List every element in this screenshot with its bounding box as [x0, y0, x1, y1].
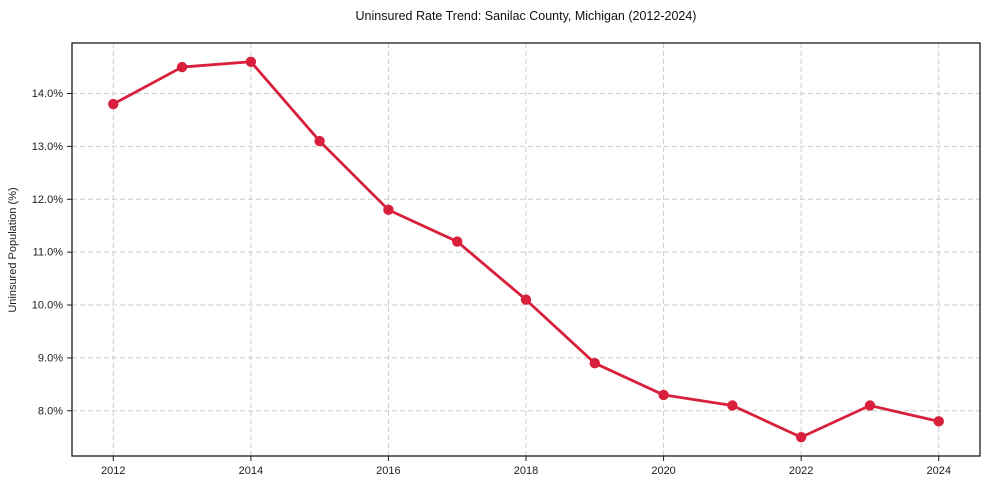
x-tick-label: 2018	[514, 465, 538, 477]
x-tick-label: 2016	[376, 465, 400, 477]
x-tick-label: 2012	[101, 465, 125, 477]
x-tick-label: 2024	[926, 465, 950, 477]
data-point	[314, 135, 325, 147]
data-point	[383, 204, 394, 216]
data-point	[658, 389, 669, 401]
y-tick-label: 9.0%	[38, 352, 63, 364]
data-point	[727, 400, 738, 411]
data-point	[933, 416, 944, 427]
x-tick-label: 2020	[651, 465, 675, 477]
data-point	[452, 236, 463, 247]
data-point	[108, 98, 119, 110]
chart-title: Uninsured Rate Trend: Sanilac County, Mi…	[355, 9, 697, 23]
y-tick-label: 10.0%	[32, 300, 63, 312]
y-tick-label: 14.0%	[32, 88, 63, 100]
data-point	[176, 61, 188, 73]
y-tick-label: 11.0%	[33, 247, 64, 259]
data-point	[589, 357, 600, 369]
y-tick-label: 12.0%	[32, 194, 63, 206]
data-point	[864, 400, 876, 411]
y-tick-label: 13.0%	[32, 141, 63, 153]
data-point	[245, 56, 257, 67]
data-point	[520, 294, 532, 305]
plot-border	[71, 42, 981, 457]
data-point	[795, 432, 807, 443]
x-tick-label: 2014	[239, 465, 263, 477]
x-tick-label: 2022	[789, 465, 813, 477]
y-tick-label: 8.0%	[38, 405, 63, 417]
